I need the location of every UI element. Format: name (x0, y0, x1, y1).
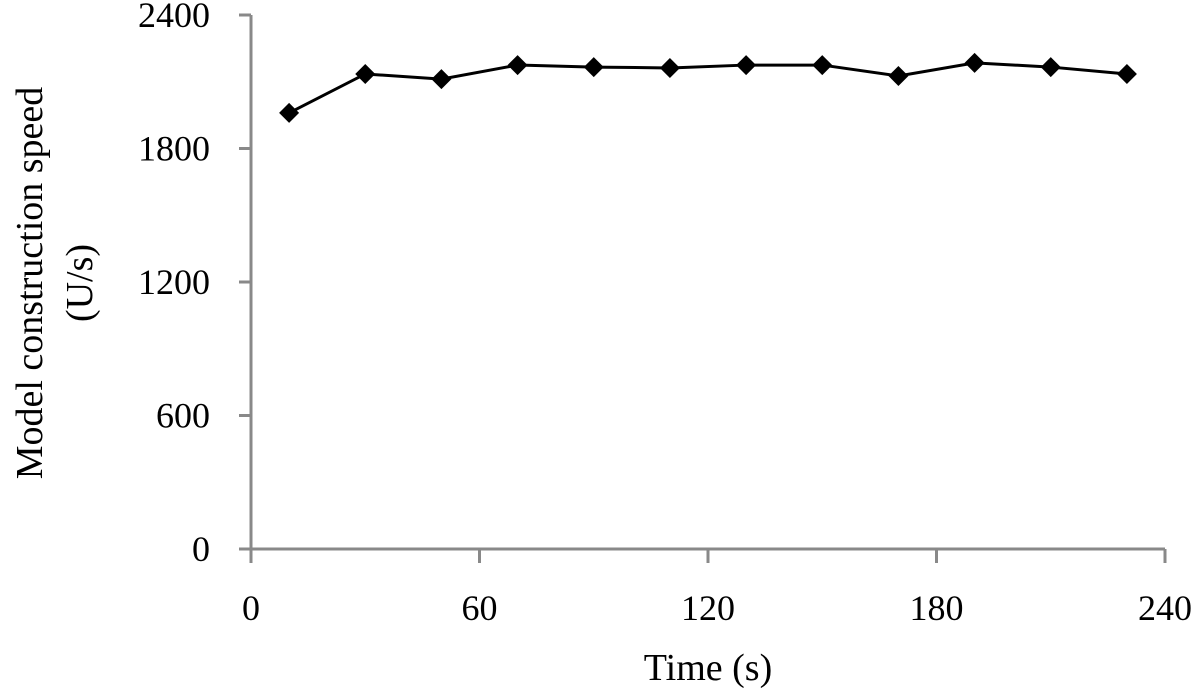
diamond-marker (1116, 63, 1137, 84)
diamond-marker (1040, 57, 1061, 78)
series-line (288, 61, 1128, 115)
x-tick-label: 60 (462, 588, 498, 628)
diamond-marker (583, 57, 604, 78)
diamond-marker (431, 69, 452, 90)
y-axis-ticks: 0 600 1200 1800 2400 (138, 0, 251, 569)
x-tick-label: 180 (910, 588, 964, 628)
x-tick-label: 240 (1138, 588, 1192, 628)
diamond-marker (279, 102, 300, 123)
diamond-marker (659, 57, 680, 78)
diamond-marker (964, 52, 985, 73)
y-tick-label: 600 (156, 396, 210, 436)
diamond-marker (888, 65, 909, 86)
x-tick-label: 0 (242, 588, 260, 628)
diamond-marker (507, 55, 528, 76)
x-axis-ticks: 0 60 120 180 240 (242, 549, 1192, 628)
diamond-marker (736, 55, 757, 76)
y-tick-label: 2400 (138, 0, 210, 35)
y-axis-title: Model construction speed (9, 87, 51, 480)
y-tick-label: 1200 (138, 262, 210, 302)
axes (239, 15, 1165, 551)
diamond-marker (812, 55, 833, 76)
y-axis-unit: (U/s) (59, 244, 101, 322)
y-tick-label: 0 (192, 529, 210, 569)
diamond-marker (355, 63, 376, 84)
x-tick-label: 120 (681, 588, 735, 628)
data-series (279, 52, 1137, 123)
y-tick-label: 1800 (138, 129, 210, 169)
x-axis-title: Time (s) (644, 647, 772, 689)
